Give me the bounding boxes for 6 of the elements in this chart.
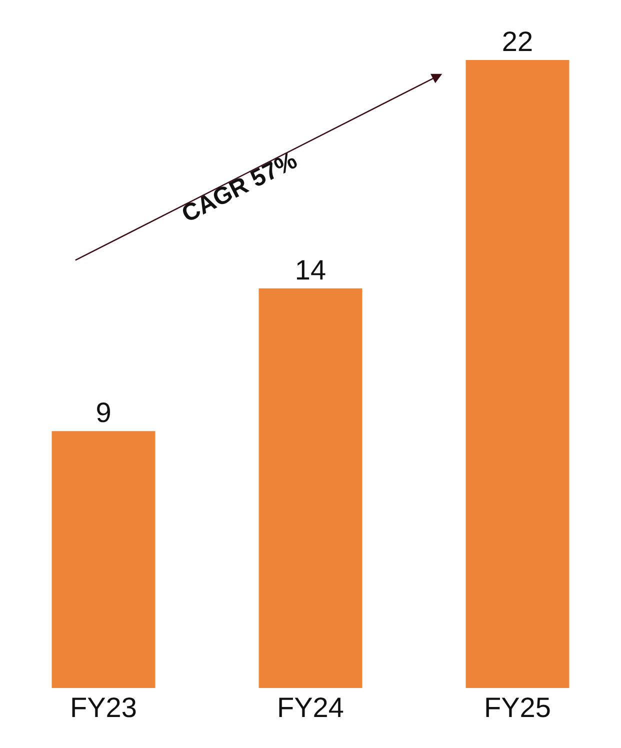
data-label: 14: [294, 254, 326, 286]
data-label: 9: [96, 397, 112, 428]
data-label: 22: [502, 26, 534, 57]
x-tick-label: FY25: [484, 692, 551, 723]
x-tick-label: FY23: [70, 692, 137, 723]
x-tick-label: FY24: [277, 692, 344, 723]
